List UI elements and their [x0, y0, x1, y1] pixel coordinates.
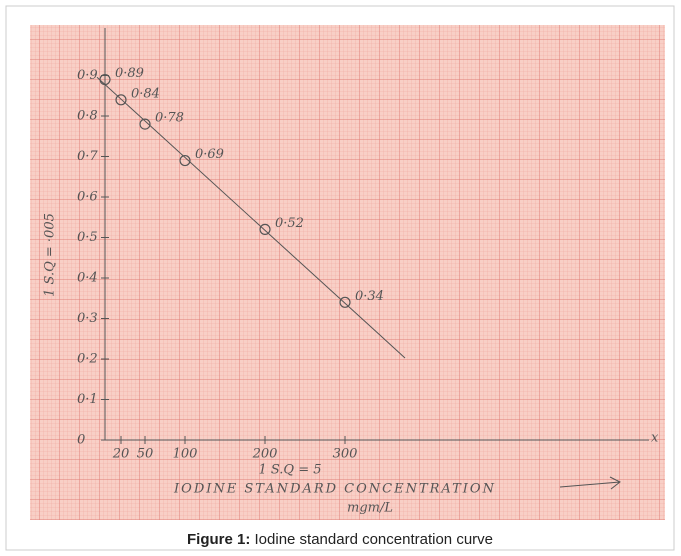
value-label: 0·89	[115, 66, 144, 81]
x-axis-arrow	[559, 476, 621, 490]
y-scale-note: 1 S.Q = ·005	[43, 213, 58, 297]
y-tick-label: 0·4	[77, 271, 98, 286]
y-tick-label: 0·9	[77, 68, 98, 83]
value-label: 0·78	[155, 111, 184, 126]
y-tick-label: 0·6	[77, 190, 98, 205]
data-point	[139, 118, 151, 130]
y-tick-label: 0·3	[77, 311, 98, 326]
y-tick-label: 0	[77, 433, 85, 448]
data-point	[179, 154, 191, 167]
x-tick-label: 200	[252, 447, 278, 462]
fit-line	[96, 76, 406, 359]
data-point	[99, 73, 111, 86]
x-tick-label: 300	[333, 447, 358, 462]
caption-label: Figure 1:	[187, 531, 250, 548]
y-tick-label: 0·1	[77, 392, 98, 407]
graph-grid	[30, 25, 665, 520]
x-scale-note: 1 S.Q = 5	[258, 463, 321, 478]
caption-text: Iodine standard concentration curve	[255, 531, 493, 548]
data-point	[259, 223, 271, 235]
x-axis-end: x	[651, 431, 659, 446]
value-label: 0·84	[131, 86, 160, 101]
value-label: 0·69	[195, 147, 224, 162]
x-unit: mgm/L	[347, 501, 393, 516]
y-tick-label: 0·5	[77, 230, 98, 245]
x-axis-title: IODINE STANDARD CONCENTRATION	[173, 482, 496, 497]
caption: Figure 1: Iodine standard concentration …	[187, 531, 493, 548]
data-point	[339, 296, 351, 308]
x-tick-label: 100	[173, 447, 198, 462]
data-point	[115, 94, 127, 106]
y-tick-label: 0·7	[77, 149, 98, 164]
value-label: 0·34	[355, 289, 384, 304]
value-label: 0·52	[275, 216, 304, 231]
y-tick-label: 0·8	[77, 109, 98, 124]
x-tick-label: 20	[112, 447, 130, 462]
y-tick-label: 0·2	[77, 352, 98, 367]
x-tick-label: 50	[137, 447, 154, 462]
